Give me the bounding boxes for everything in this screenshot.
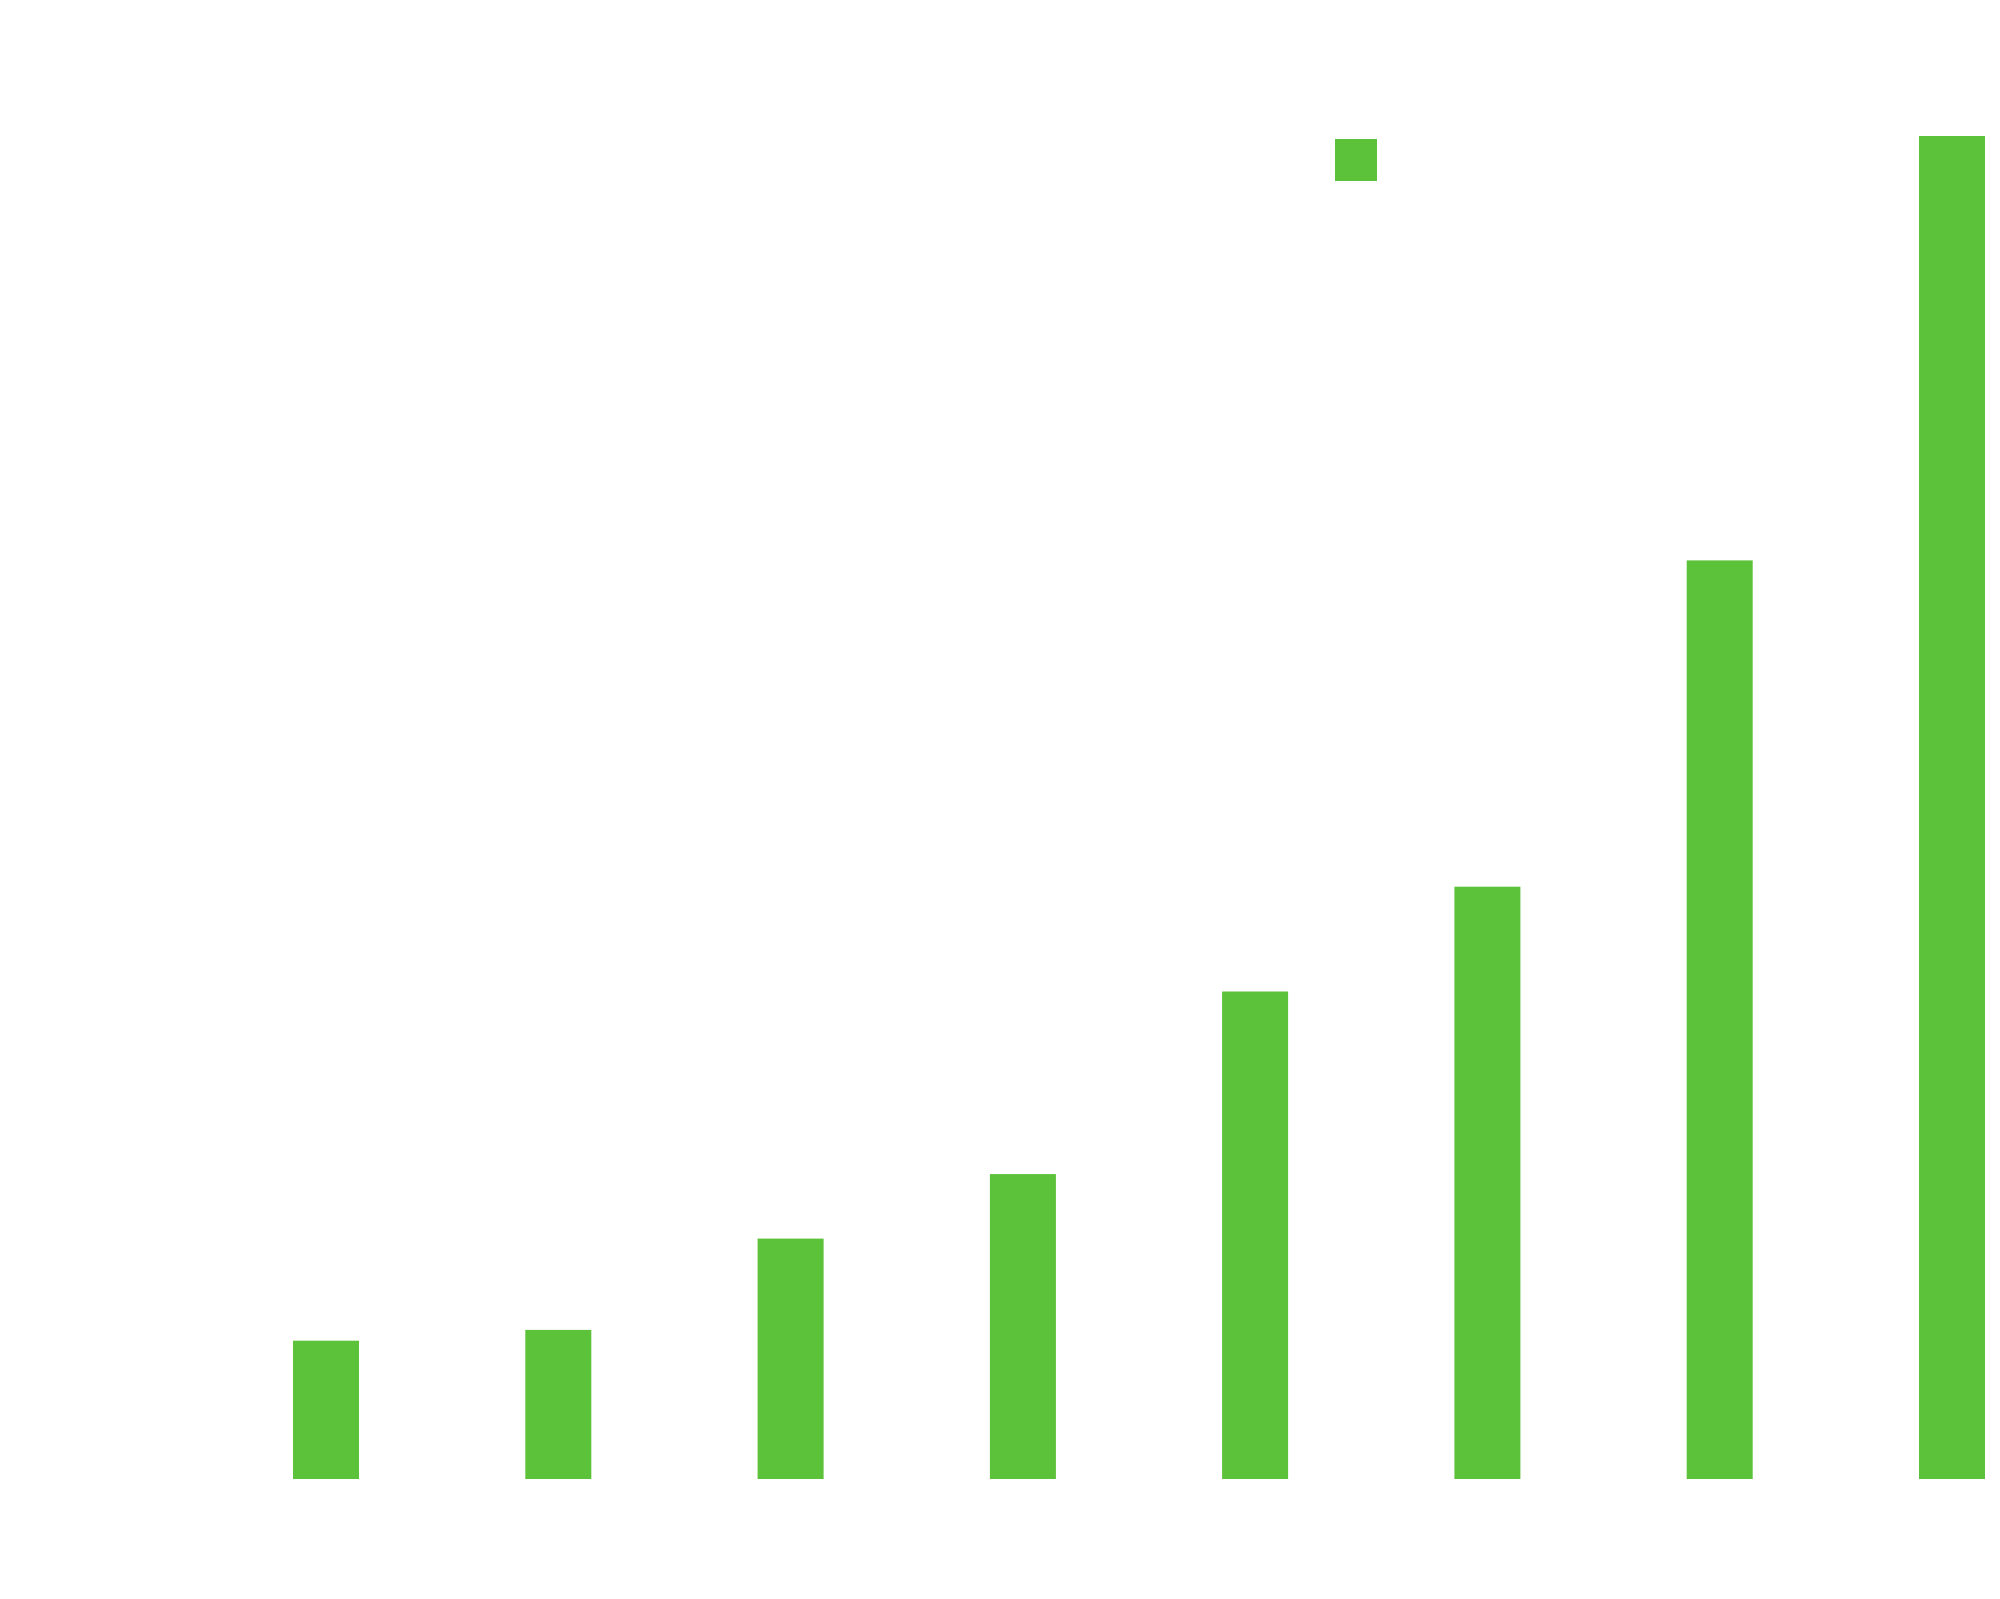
bar-2 [525, 1329, 592, 1479]
legend-swatch [1335, 139, 1377, 181]
bar-6 [1454, 886, 1521, 1479]
bar-3 [757, 1238, 824, 1479]
bar-7 [1686, 560, 1753, 1479]
legend [1335, 139, 1377, 181]
bar-8 [1919, 136, 1985, 1479]
bar-5 [1222, 991, 1289, 1479]
bar-1 [293, 1340, 359, 1479]
bars [293, 136, 1985, 1479]
bar-4 [989, 1174, 1056, 1479]
